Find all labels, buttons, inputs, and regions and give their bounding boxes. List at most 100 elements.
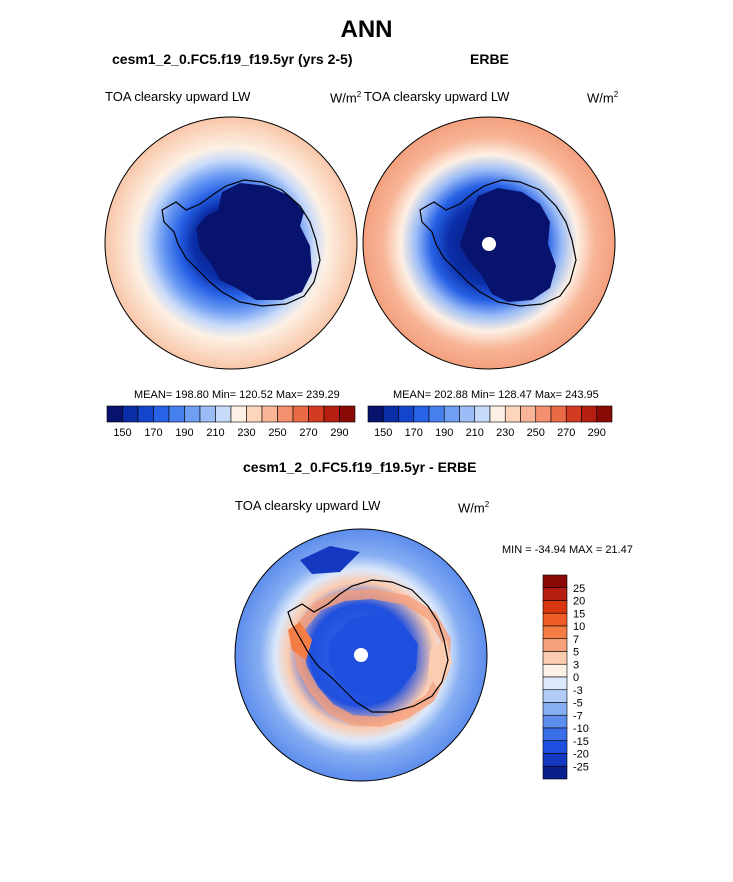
model-colorbar-tick-label: 290 <box>330 427 348 439</box>
model-colorbar-tick-label: 190 <box>175 427 193 439</box>
model-colorbar-swatch <box>168 405 185 423</box>
diff-colorbar-tick-label: -20 <box>573 749 589 761</box>
obs-colorbar-swatch <box>443 405 460 423</box>
diff-panel-title: cesm1_2_0.FC5.f19_f19.5yr - ERBE <box>243 459 477 475</box>
model-colorbar-swatch <box>230 405 247 423</box>
obs-colorbar-swatch <box>581 405 598 423</box>
model-units: W/m2 <box>330 90 362 106</box>
model-colorbar-swatch <box>199 405 216 423</box>
diff-colorbar-swatch <box>542 663 568 678</box>
diff-colorbar-tick-label: 25 <box>573 583 585 595</box>
diff-colorbar-tick-label: 7 <box>573 634 579 646</box>
obs-pole-marker <box>482 237 496 251</box>
diff-colorbar-tick-label: 0 <box>573 672 579 684</box>
obs-colorbar-swatch <box>489 405 506 423</box>
diff-colorbar-swatch <box>542 574 568 589</box>
diff-positive-patch <box>288 622 312 660</box>
model-colorbar-swatch <box>277 405 294 423</box>
obs-colorbar-swatch <box>382 405 399 423</box>
obs-colorbar-swatch <box>413 405 430 423</box>
diff-negative-patch <box>300 546 360 574</box>
model-colorbar-swatch <box>153 405 170 423</box>
diff-colorbar-tick-label: 5 <box>573 647 579 659</box>
diff-colorbar-swatch <box>542 689 568 703</box>
obs-map <box>362 116 616 370</box>
diff-map <box>234 528 488 782</box>
obs-colorbar-tick-label: 190 <box>435 427 453 439</box>
diff-negative-core <box>328 614 418 698</box>
model-colorbar-tick-label: 150 <box>113 427 131 439</box>
model-colorbar-swatch <box>339 405 356 423</box>
obs-colorbar-swatch <box>474 405 491 423</box>
obs-colorbar-swatch <box>565 405 582 423</box>
diff-colorbar-swatch <box>542 740 568 754</box>
model-panel-title: cesm1_2_0.FC5.f19_f19.5yr (yrs 2-5) <box>112 51 353 67</box>
diff-colorbar-swatch <box>542 714 568 729</box>
diff-colorbar-swatch <box>542 587 568 601</box>
obs-colorbar-swatch <box>504 405 521 423</box>
obs-panel-title: ERBE <box>470 51 509 67</box>
diff-units: W/m2 <box>458 500 490 516</box>
model-colorbar-tick-label: 210 <box>206 427 224 439</box>
diff-colorbar-swatch <box>542 625 568 640</box>
model-coastline <box>161 179 321 307</box>
obs-variable-label: TOA clearsky upward LW <box>364 89 510 104</box>
diff-colorbar-swatch <box>542 702 568 716</box>
obs-colorbar-swatch <box>428 405 445 423</box>
model-colorbar: 150 170 190 210 230 250 270 290 <box>106 405 356 439</box>
model-colorbar-swatch <box>292 405 309 423</box>
model-colorbar-tick-label: 230 <box>237 427 255 439</box>
main-title: ANN <box>340 16 393 43</box>
obs-colorbar-tick-label: 150 <box>374 427 392 439</box>
model-map <box>104 116 358 370</box>
model-colorbar-swatch <box>308 405 325 423</box>
diff-colorbar-swatch <box>542 676 568 691</box>
obs-colorbar-swatch <box>367 405 384 423</box>
obs-colorbar-tick-label: 230 <box>496 427 514 439</box>
obs-colorbar-swatch <box>520 405 537 423</box>
diff-map-border <box>234 528 488 782</box>
model-colorbar-swatch <box>122 405 139 423</box>
diff-coastline <box>287 579 449 713</box>
diff-colorbar-swatch <box>542 651 568 665</box>
obs-colorbar-swatch <box>398 405 415 423</box>
diff-colorbar-swatch <box>542 600 568 614</box>
diff-colorbar-tick-label: 20 <box>573 596 585 608</box>
diff-colorbar-swatch <box>542 638 568 652</box>
diff-colorbar-swatch <box>542 727 568 742</box>
model-stats: MEAN= 198.80 Min= 120.52 Max= 239.29 <box>134 389 340 401</box>
diff-colorbar-tick-label: -25 <box>573 761 589 773</box>
diff-pole-marker <box>354 648 368 662</box>
obs-colorbar-tick-label: 210 <box>466 427 484 439</box>
obs-coastline <box>419 179 577 307</box>
diff-colorbar-tick-label: 15 <box>573 608 585 620</box>
obs-colorbar-tick-label: 170 <box>405 427 423 439</box>
model-colorbar-tick-label: 250 <box>268 427 286 439</box>
diff-colorbar-tick-label: 3 <box>573 659 579 671</box>
obs-colorbar-tick-label: 250 <box>527 427 545 439</box>
obs-units: W/m2 <box>587 90 619 106</box>
obs-colorbar-swatch <box>550 405 567 423</box>
model-colorbar-swatch <box>106 405 123 423</box>
model-colorbar-swatch <box>246 405 263 423</box>
diff-colorbar-swatch <box>542 765 568 780</box>
obs-colorbar-swatch <box>596 405 613 423</box>
obs-map-interior <box>460 188 556 302</box>
diff-positive-band <box>292 588 452 728</box>
obs-colorbar-tick-label: 290 <box>588 427 606 439</box>
model-variable-label: TOA clearsky upward LW <box>105 89 251 104</box>
model-colorbar-tick-label: 270 <box>299 427 317 439</box>
diff-colorbar-tick-label: -3 <box>573 685 583 697</box>
diff-colorbar-tick-label: -5 <box>573 698 583 710</box>
obs-stats: MEAN= 202.88 Min= 128.47 Max= 243.95 <box>393 389 599 401</box>
model-colorbar-swatch <box>215 405 232 423</box>
model-colorbar-swatch <box>261 405 278 423</box>
diff-colorbar-tick-label: -7 <box>573 710 583 722</box>
diff-colorbar-tick-label: 10 <box>573 621 585 633</box>
model-colorbar-tick-label: 170 <box>144 427 162 439</box>
diff-colorbar-tick-label: -15 <box>573 736 589 748</box>
obs-colorbar: 150 170 190 210 230 250 270 290 <box>367 405 613 439</box>
model-colorbar-swatch <box>184 405 201 423</box>
